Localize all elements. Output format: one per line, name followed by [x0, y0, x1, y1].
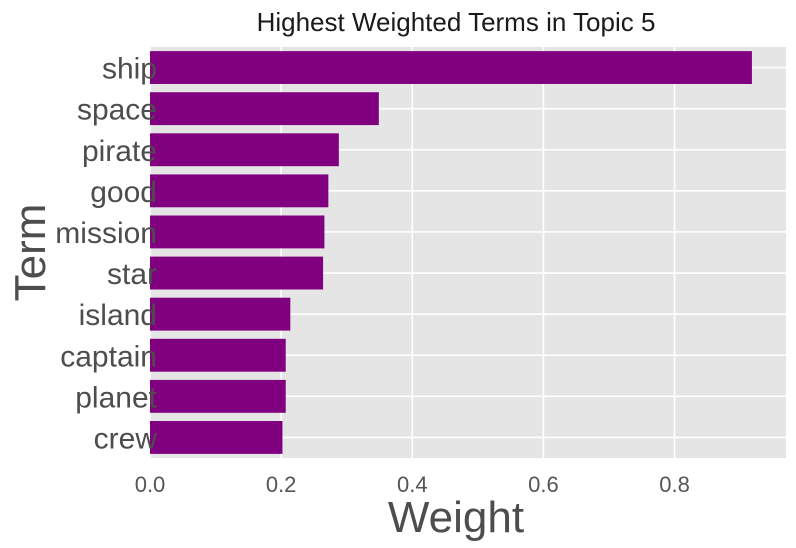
- x-tick-label: 0.2: [266, 472, 297, 497]
- y-tick-label-captain: captain: [60, 340, 157, 373]
- bar-island: [150, 297, 291, 331]
- bar-planet: [150, 379, 286, 413]
- x-tick-label: 0.4: [397, 472, 428, 497]
- x-tick-label: 0.8: [659, 472, 690, 497]
- bar-ship: [150, 51, 752, 84]
- bar-mission: [150, 215, 325, 249]
- y-tick-label-pirate: pirate: [82, 135, 157, 168]
- y-tick-label-mission: mission: [55, 217, 157, 250]
- bar-star: [150, 256, 324, 290]
- x-axis-label: Weight: [388, 493, 524, 542]
- y-tick-label-ship: ship: [102, 53, 157, 86]
- bars: [150, 51, 752, 454]
- bar-pirate: [150, 133, 339, 167]
- bar-crew: [150, 421, 283, 454]
- bar-space: [150, 92, 379, 126]
- x-tick-label: 0.6: [528, 472, 559, 497]
- y-axis-label: Term: [6, 204, 55, 302]
- y-tick-label-space: space: [77, 94, 157, 127]
- y-tick-label-star: star: [107, 258, 157, 291]
- bar-good: [150, 174, 329, 208]
- x-tick-label: 0.0: [135, 472, 166, 497]
- y-tick-label-good: good: [90, 176, 157, 209]
- y-tick-label-island: island: [79, 299, 157, 332]
- chart-title: Highest Weighted Terms in Topic 5: [257, 7, 656, 37]
- bar-captain: [150, 338, 286, 372]
- y-tick-label-crew: crew: [94, 422, 158, 455]
- y-tick-labels: ship space pirate good mission star island capt…: [55, 53, 157, 456]
- y-tick-label-planet: planet: [75, 381, 157, 414]
- x-tick-labels: 0.0 0.2 0.4 0.6 0.8: [135, 472, 690, 497]
